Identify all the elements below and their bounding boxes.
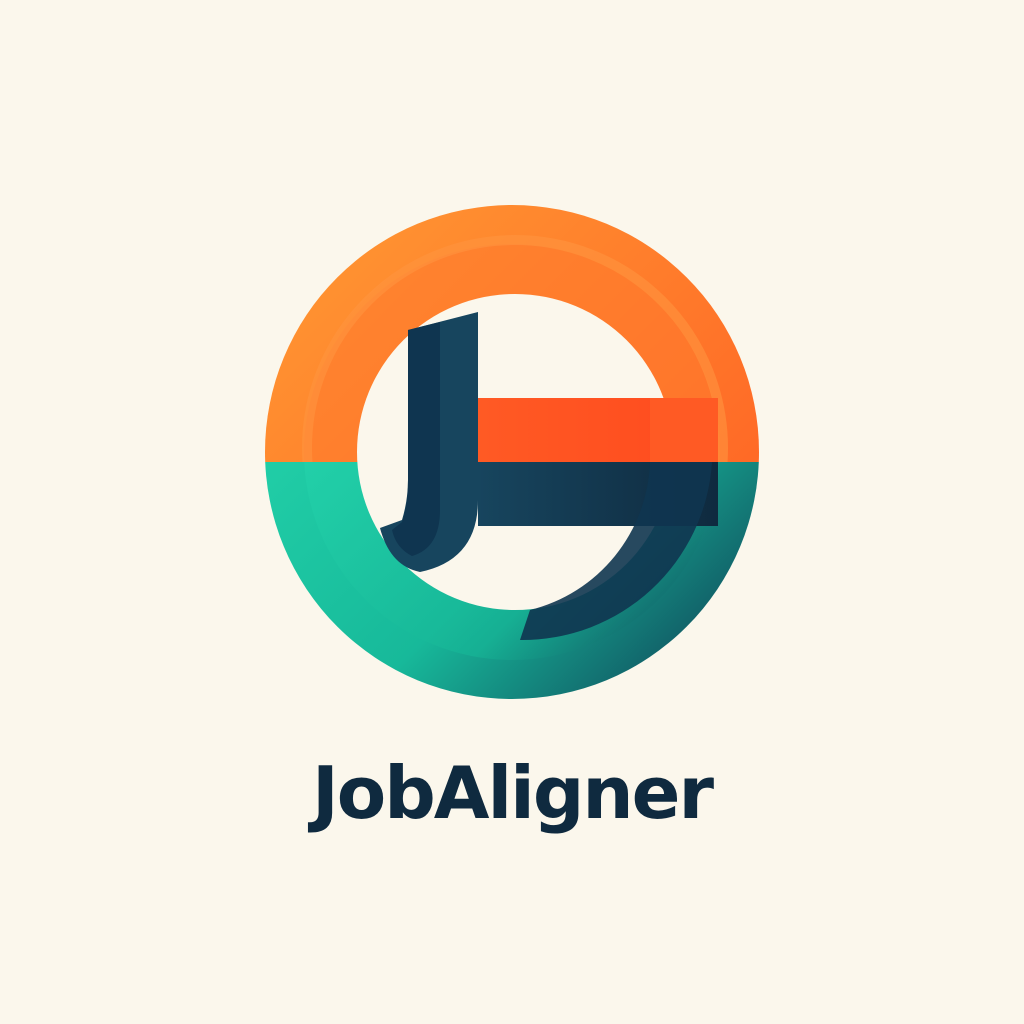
- brand-name: JobAligner: [311, 751, 714, 835]
